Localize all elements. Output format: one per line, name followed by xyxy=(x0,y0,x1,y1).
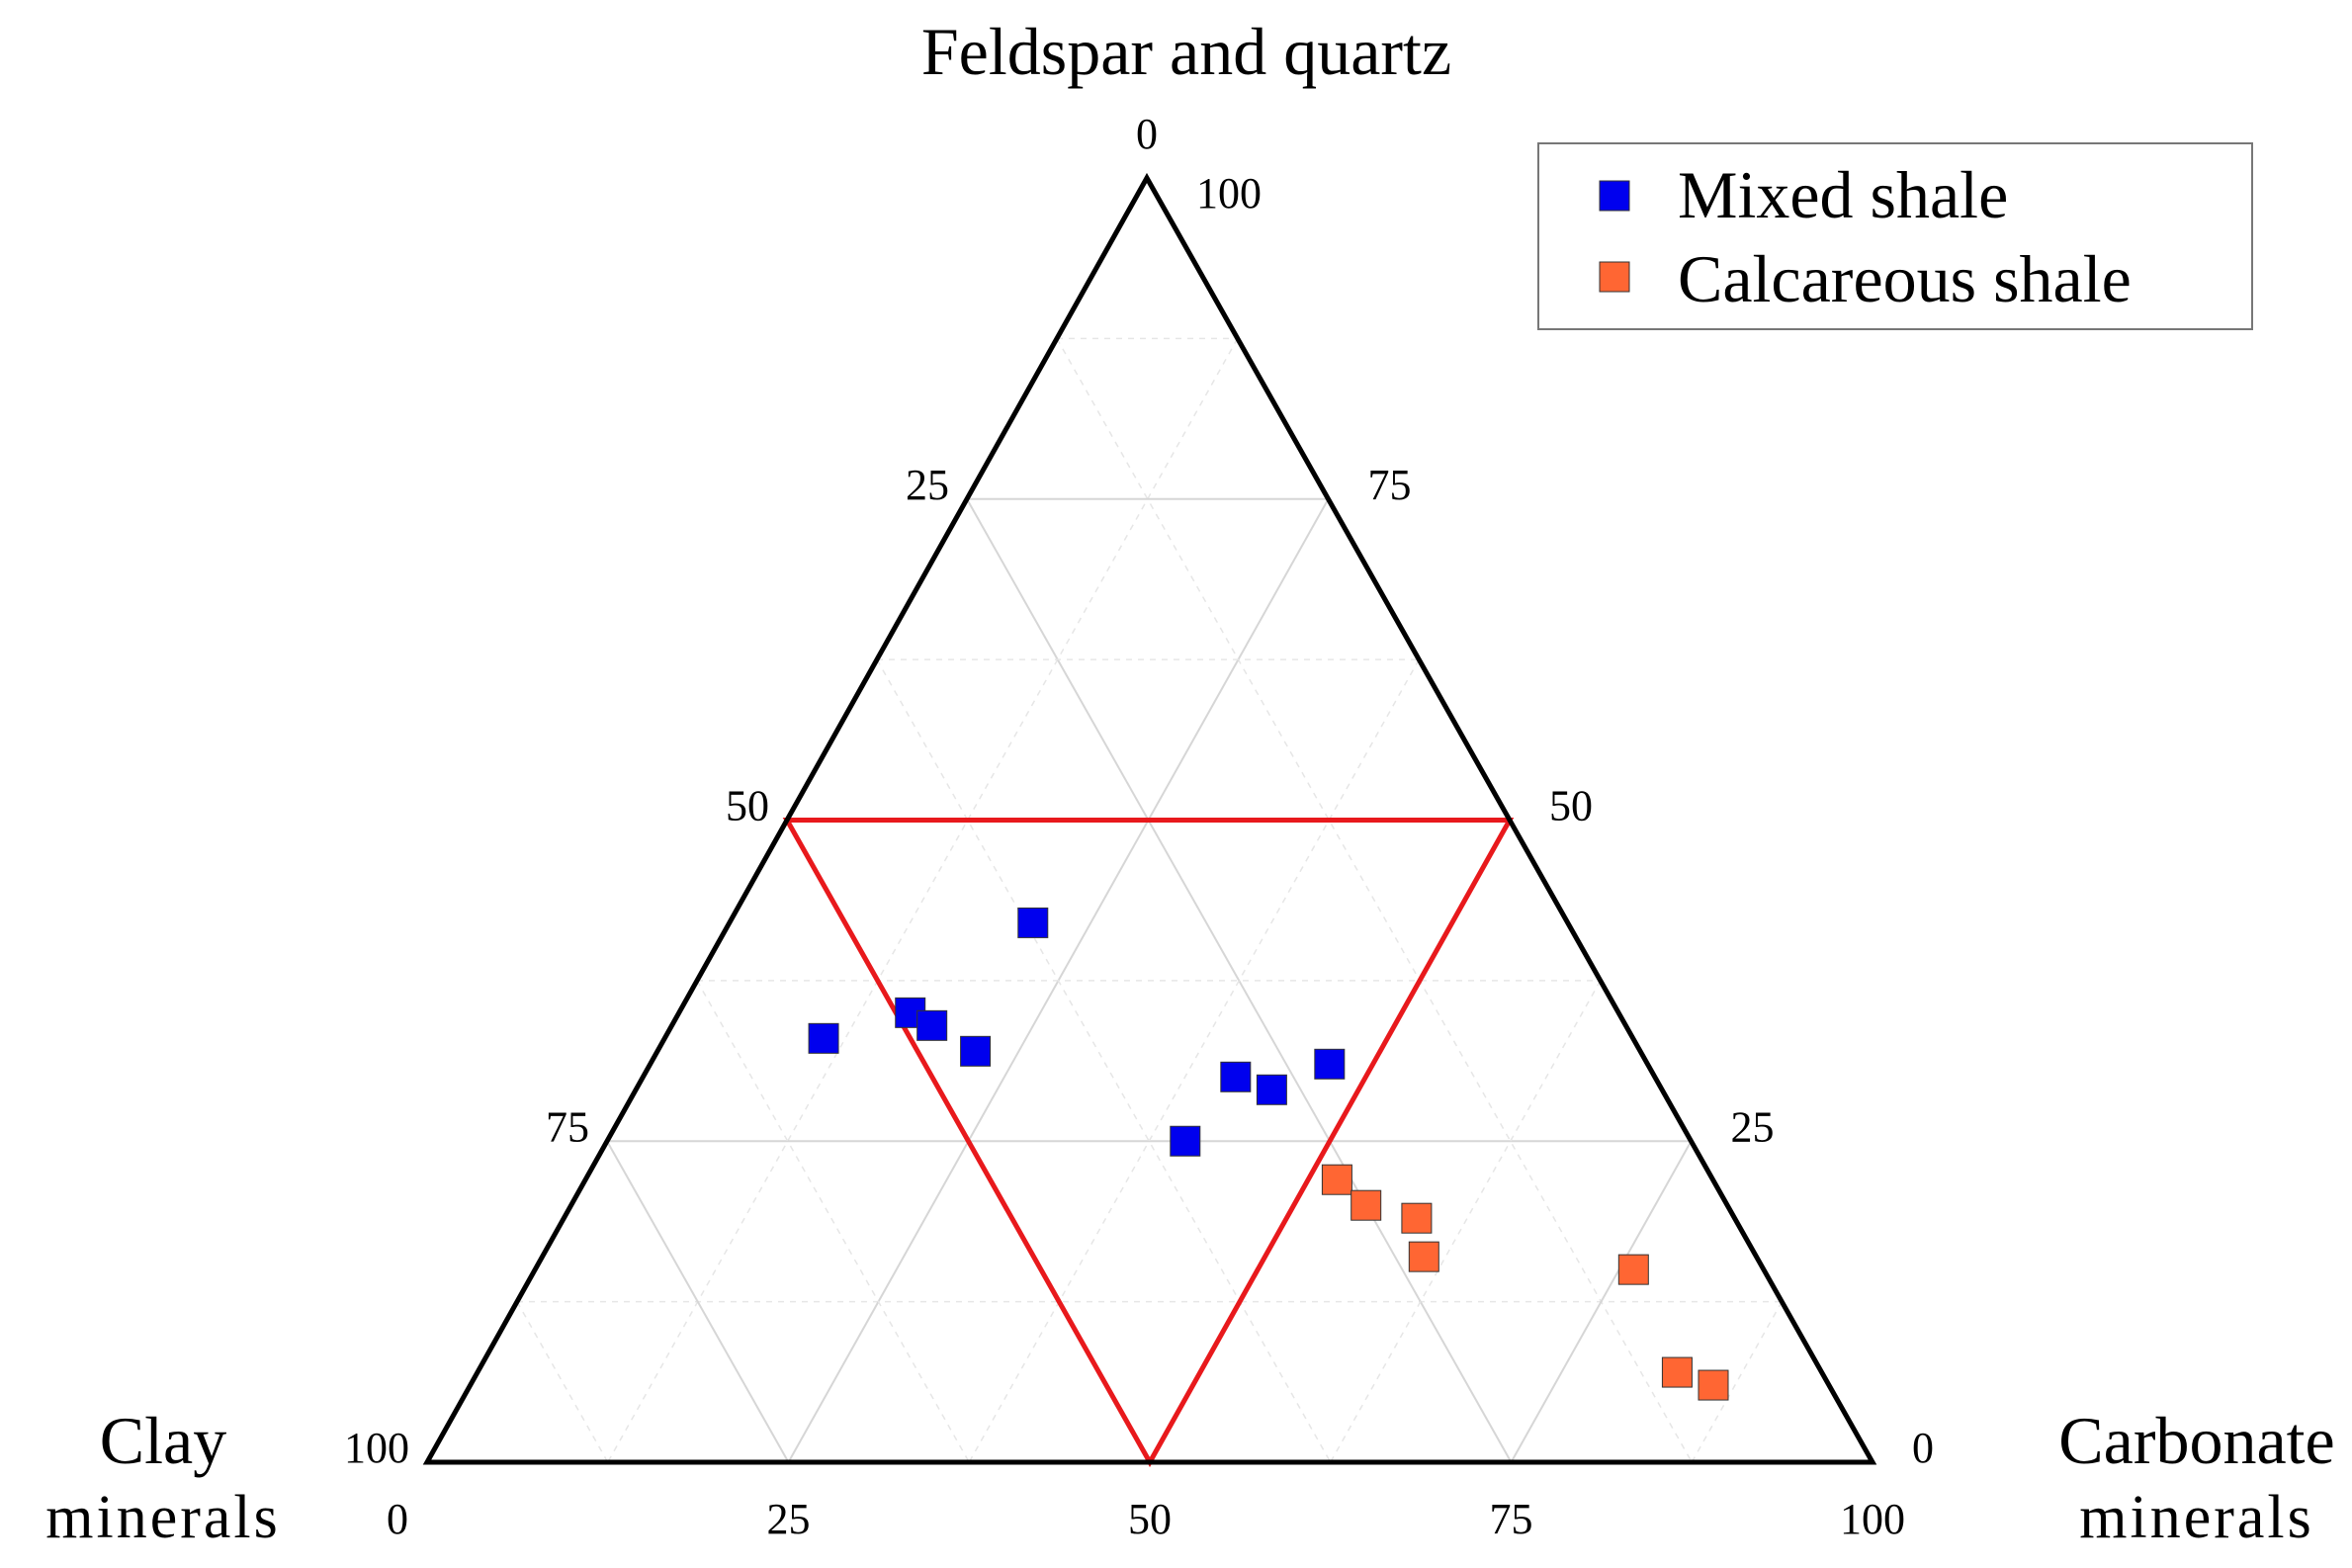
legend-marker-mixed-shale xyxy=(1599,180,1630,212)
tick-label-left: 50 xyxy=(726,782,769,830)
point-mixed-shale xyxy=(916,1009,948,1041)
grid-line xyxy=(968,658,1420,1463)
legend-marker-calcareous-shale xyxy=(1599,261,1630,293)
ternary-outline xyxy=(422,172,1877,1465)
legend: Mixed shale Calcareous shale xyxy=(1537,142,2253,330)
tick-label-left: 75 xyxy=(546,1102,589,1151)
point-calcareous-shale xyxy=(1350,1189,1382,1221)
tick-label-right: 75 xyxy=(1368,461,1412,509)
point-calcareous-shale xyxy=(1408,1241,1439,1272)
legend-box xyxy=(1537,142,2253,330)
point-mixed-shale xyxy=(1256,1074,1287,1105)
grid-line xyxy=(876,658,1332,1463)
point-calcareous-shale xyxy=(1321,1164,1352,1195)
grid-line xyxy=(1510,1140,1693,1463)
grid-line xyxy=(607,338,1239,1463)
grid-line xyxy=(606,1140,790,1463)
left-axis-title-line1: Clay xyxy=(100,1403,226,1478)
point-calcareous-shale xyxy=(1617,1254,1649,1285)
point-mixed-shale xyxy=(960,1035,992,1067)
tick-label-bottom: 75 xyxy=(1490,1495,1533,1543)
left-axis-title-line2: minerals xyxy=(45,1484,281,1551)
region-triangle xyxy=(782,818,1515,1468)
points-group xyxy=(808,907,1729,1401)
tick-label-left: 100 xyxy=(344,1424,409,1472)
point-calcareous-shale xyxy=(1698,1369,1729,1401)
tick-label-right: 25 xyxy=(1731,1102,1775,1151)
point-mixed-shale xyxy=(1017,907,1049,938)
tick-label-left: 0 xyxy=(1136,110,1158,158)
grid-line xyxy=(1056,338,1693,1463)
grid-line xyxy=(696,980,970,1463)
legend-label-calcareous-shale: Calcareous shale xyxy=(1678,241,2132,316)
tick-label-left: 25 xyxy=(906,461,949,509)
tick-label-bottom: 50 xyxy=(1128,1495,1172,1543)
grid-group xyxy=(516,337,1783,1463)
point-mixed-shale xyxy=(808,1022,839,1054)
point-mixed-shale xyxy=(1170,1125,1201,1157)
point-mixed-shale xyxy=(1220,1061,1252,1092)
top-axis-title: Feldspar and quartz xyxy=(921,14,1451,89)
tick-label-right: 100 xyxy=(1196,169,1262,218)
right-axis-title-line2: minerals xyxy=(2079,1484,2314,1551)
tick-label-right: 0 xyxy=(1912,1424,1934,1472)
grid-line xyxy=(1330,980,1602,1463)
point-mixed-shale xyxy=(1314,1048,1346,1080)
grid-line xyxy=(516,1301,609,1463)
tick-label-bottom: 25 xyxy=(767,1495,811,1543)
point-calcareous-shale xyxy=(1661,1356,1693,1388)
tick-label-bottom: 0 xyxy=(387,1495,408,1543)
tick-label-right: 50 xyxy=(1549,782,1593,830)
legend-label-mixed-shale: Mixed shale xyxy=(1678,157,2008,232)
tick-label-bottom: 100 xyxy=(1840,1495,1905,1543)
point-calcareous-shale xyxy=(1401,1202,1433,1234)
right-axis-title-line1: Carbonate xyxy=(2058,1403,2334,1478)
